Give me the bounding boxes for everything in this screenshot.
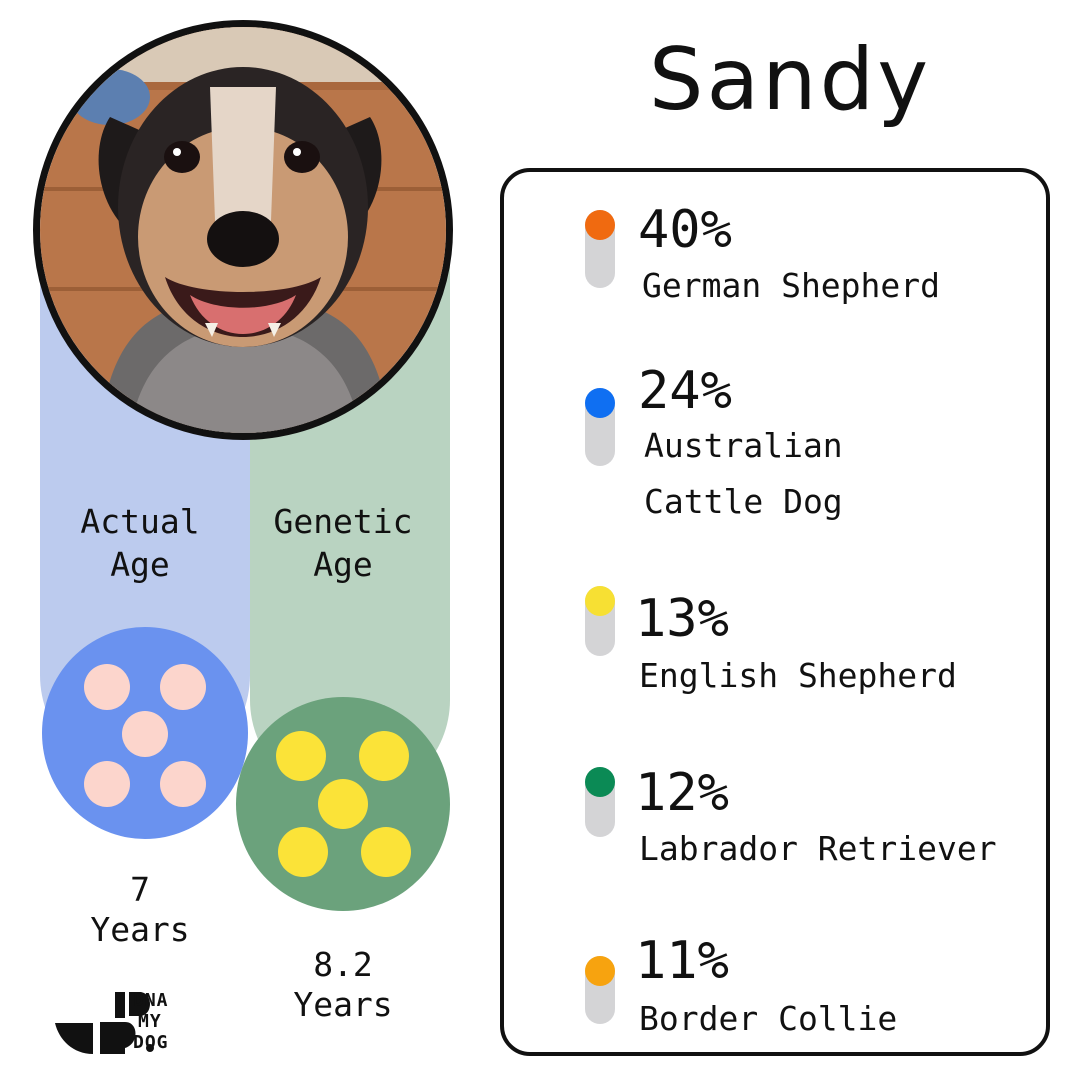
dice-pip bbox=[122, 711, 168, 757]
dice-pip bbox=[84, 761, 130, 807]
actual-age-unit: Years bbox=[90, 910, 190, 949]
breed-pill-icon bbox=[585, 956, 615, 1024]
breed-name: German Shepherd bbox=[642, 266, 941, 305]
breed-pill-icon bbox=[585, 586, 615, 656]
dice-pip bbox=[160, 664, 206, 710]
actual-age-label: Actual Age bbox=[80, 502, 200, 584]
dog-name: Sandy bbox=[648, 30, 932, 130]
breed-percent: 40% bbox=[638, 200, 732, 260]
logo-wordmark: DNA MY DOG bbox=[133, 990, 169, 1053]
dice-pip bbox=[278, 827, 328, 877]
genetic-age-number: 8.2 bbox=[313, 945, 373, 984]
dice-pip bbox=[318, 779, 368, 829]
genetic-age-unit: Years bbox=[293, 985, 393, 1024]
dice-pip bbox=[84, 664, 130, 710]
genetic-age-dice bbox=[236, 697, 450, 911]
genetic-age-value: 8.2 Years bbox=[243, 945, 443, 1025]
actual-age-number: 7 bbox=[130, 870, 150, 909]
breed-name: Border Collie bbox=[639, 999, 898, 1038]
dice-pip bbox=[361, 827, 411, 877]
breed-percent: 12% bbox=[635, 763, 729, 823]
actual-age-value: 7 Years bbox=[40, 870, 240, 950]
logo-line-3: DOG bbox=[133, 1032, 169, 1053]
breed-percent: 11% bbox=[635, 931, 729, 991]
genetic-age-label: Genetic Age bbox=[273, 502, 413, 584]
breed-breakdown-card bbox=[500, 168, 1050, 1056]
breed-name: Australian Cattle Dog bbox=[644, 426, 843, 521]
actual-age-dice bbox=[42, 627, 248, 839]
logo-line-2: MY bbox=[138, 1011, 162, 1032]
dog-photo bbox=[33, 20, 453, 440]
breed-color-dot bbox=[585, 586, 615, 616]
breed-color-dot bbox=[585, 767, 615, 797]
logo-line-1: DNA bbox=[133, 990, 169, 1011]
dice-pip bbox=[276, 731, 326, 781]
dice-pip bbox=[160, 761, 206, 807]
breed-color-dot bbox=[585, 956, 615, 986]
breed-pill-icon bbox=[585, 210, 615, 288]
breed-color-dot bbox=[585, 388, 615, 418]
dna-my-dog-logo-icon bbox=[55, 992, 154, 1054]
breed-pill-icon bbox=[585, 767, 615, 837]
breed-percent: 13% bbox=[635, 589, 729, 649]
breed-pill-icon bbox=[585, 388, 615, 466]
breed-name: Labrador Retriever bbox=[639, 829, 997, 868]
breed-percent: 24% bbox=[638, 361, 732, 421]
breed-name: English Shepherd bbox=[639, 656, 957, 695]
dice-pip bbox=[359, 731, 409, 781]
breed-color-dot bbox=[585, 210, 615, 240]
